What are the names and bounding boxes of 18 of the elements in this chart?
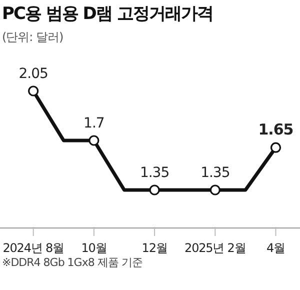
text: ※DDR4 8Gb 1Gx8 제품 기준 (2, 255, 142, 270)
data-label: 1.7 (84, 116, 104, 132)
point (88, 135, 100, 146)
x-tick-label: 2025년 2월 (184, 241, 246, 255)
chart-subtitle: (단위: 달러) (2, 29, 64, 46)
point (149, 184, 160, 196)
data-label: 1.35 (200, 165, 230, 181)
x-tick-label: 2024년 8월 (2, 241, 64, 255)
point (270, 142, 282, 153)
x-tick-label: 4월 (266, 241, 285, 255)
point (210, 184, 220, 196)
x-tick-label: 10월 (81, 241, 107, 255)
data-label: 2.05 (18, 66, 48, 82)
x-tick-label: 12월 (142, 241, 168, 255)
data-label: 1.35 (140, 165, 170, 181)
point (28, 86, 39, 96)
data-label: 1.65 (258, 120, 294, 139)
chart-title: PC용 범용 D램 고정거래가격 (2, 3, 213, 25)
